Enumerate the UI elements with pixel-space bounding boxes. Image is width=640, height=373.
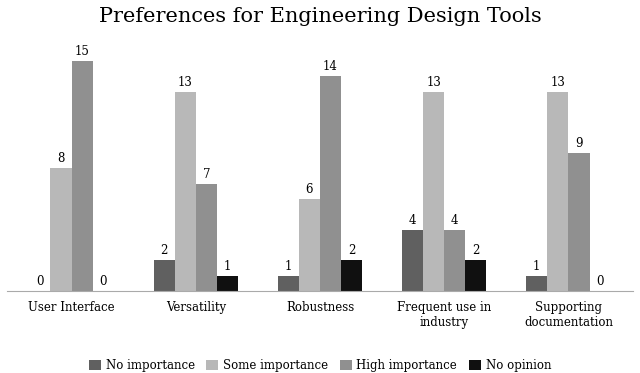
- Text: 0: 0: [36, 275, 44, 288]
- Text: 0: 0: [596, 275, 604, 288]
- Text: 0: 0: [99, 275, 107, 288]
- Text: 9: 9: [575, 137, 583, 150]
- Bar: [444, 230, 465, 291]
- Text: 4: 4: [409, 213, 416, 226]
- Bar: [196, 184, 217, 291]
- Bar: [341, 260, 362, 291]
- Bar: [465, 260, 486, 291]
- Bar: [72, 61, 93, 291]
- Bar: [154, 260, 175, 291]
- Text: 14: 14: [323, 60, 338, 73]
- Text: 2: 2: [472, 244, 479, 257]
- Title: Preferences for Engineering Design Tools: Preferences for Engineering Design Tools: [99, 7, 541, 26]
- Text: 6: 6: [306, 183, 313, 196]
- Bar: [299, 199, 320, 291]
- Bar: [568, 153, 589, 291]
- Text: 13: 13: [178, 76, 193, 88]
- Text: 15: 15: [75, 45, 90, 58]
- Text: 1: 1: [285, 260, 292, 273]
- Text: 2: 2: [161, 244, 168, 257]
- Legend: No importance, Some importance, High importance, No opinion: No importance, Some importance, High imp…: [84, 354, 556, 373]
- Bar: [175, 92, 196, 291]
- Bar: [402, 230, 423, 291]
- Text: 4: 4: [451, 213, 458, 226]
- Text: 2: 2: [348, 244, 355, 257]
- Text: 1: 1: [533, 260, 540, 273]
- Bar: [526, 276, 547, 291]
- Bar: [423, 92, 444, 291]
- Bar: [547, 92, 568, 291]
- Bar: [320, 76, 341, 291]
- Text: 8: 8: [58, 152, 65, 165]
- Bar: [51, 168, 72, 291]
- Bar: [278, 276, 299, 291]
- Text: 1: 1: [224, 260, 231, 273]
- Bar: [217, 276, 238, 291]
- Text: 7: 7: [203, 167, 210, 181]
- Text: 13: 13: [550, 76, 565, 88]
- Text: 13: 13: [426, 76, 441, 88]
